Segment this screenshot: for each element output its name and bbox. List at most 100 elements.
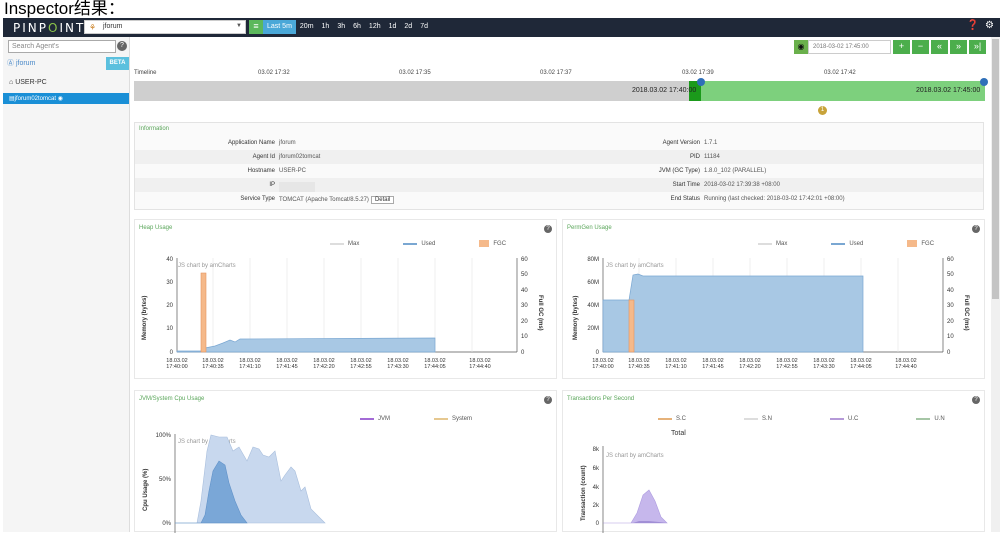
period-20m[interactable]: 20m — [295, 20, 318, 34]
application-select-value: jforum — [103, 23, 123, 30]
svg-text:17:43:30: 17:43:30 — [387, 364, 408, 370]
svg-text:18.03.02: 18.03.02 — [350, 358, 371, 364]
timeline-event-badge[interactable]: 1 — [818, 106, 827, 115]
period-6h[interactable]: 6h — [349, 20, 365, 34]
information-panel: Information Application Name jforum Agen… — [134, 122, 984, 210]
svg-text:17:44:40: 17:44:40 — [469, 364, 490, 370]
page-scrollbar[interactable] — [991, 37, 1000, 532]
svg-text:17:41:10: 17:41:10 — [665, 364, 686, 370]
svg-text:18.03.02: 18.03.02 — [739, 358, 760, 364]
detail-button[interactable]: Detail — [370, 196, 395, 204]
y-tick: 40M — [587, 303, 599, 309]
cpu-chart: JS chart by amCharts Cpu Usage (%) 100% … — [143, 433, 326, 533]
cpu-usage-panel: JVM/System Cpu Usage ? JVM System JS cha… — [134, 390, 557, 533]
timeline-handle-right[interactable] — [980, 78, 988, 86]
y-tick: 80M — [587, 257, 599, 263]
sidebar-app-label[interactable]: Ⓐ jforum — [7, 60, 36, 67]
heap-usage-title: Heap Usage — [139, 225, 173, 231]
sidebar-agent-item[interactable]: ▤jforum02tomcat ◉ — [3, 93, 129, 104]
help-icon[interactable]: ? — [544, 396, 552, 404]
timeline-tick: 03.02 17:37 — [540, 70, 572, 76]
legend-sn[interactable]: S.N — [744, 416, 772, 422]
rewind-button[interactable]: « — [931, 40, 948, 54]
legend-used[interactable]: Used — [831, 240, 863, 247]
search-agent-input[interactable]: Search Agent's — [8, 40, 116, 53]
legend-fgc[interactable]: FGC — [479, 240, 506, 247]
svg-text:17:40:35: 17:40:35 — [202, 364, 223, 370]
legend-sc[interactable]: S.C — [658, 416, 686, 422]
svg-text:17:40:00: 17:40:00 — [592, 364, 613, 370]
y-tick: 20 — [166, 303, 173, 309]
timeline-selection[interactable] — [689, 81, 985, 101]
y-tick: 60M — [587, 280, 599, 286]
legend-un[interactable]: U.N — [916, 416, 945, 422]
server-icon: ▤ — [9, 96, 15, 102]
legend-jvm[interactable]: JVM — [360, 416, 390, 422]
timeline-handle-left[interactable] — [697, 78, 705, 86]
latest-button[interactable]: »| — [969, 40, 986, 54]
y-tick: 0% — [162, 521, 171, 527]
y2-tick: 0 — [521, 350, 525, 356]
period-7d[interactable]: 7d — [416, 20, 432, 34]
legend-uc[interactable]: U.C — [830, 416, 858, 422]
pinpoint-logo[interactable]: PINPOINT — [13, 21, 86, 35]
period-3h[interactable]: 3h — [333, 20, 350, 34]
help-icon[interactable]: ? — [972, 396, 980, 404]
help-icon[interactable]: ❓ — [966, 20, 980, 31]
sidebar-host[interactable]: ⌂ USER-PC — [9, 79, 47, 86]
y-axis-label: Transaction (count) — [581, 465, 587, 521]
y-axis-label: Cpu Usage (%) — [143, 469, 149, 511]
cpu-usage-title: JVM/System Cpu Usage — [139, 396, 205, 402]
y2-tick: 40 — [947, 288, 954, 294]
target-icon[interactable]: ◉ — [794, 40, 808, 54]
permgen-used-area — [602, 273, 864, 353]
svg-text:17:41:10: 17:41:10 — [239, 364, 260, 370]
period-2d[interactable]: 2d — [400, 20, 417, 34]
y2-tick: 10 — [521, 334, 528, 340]
y-tick: 0 — [596, 521, 600, 527]
legend-system[interactable]: System — [434, 416, 472, 422]
y-tick: 20M — [587, 326, 599, 332]
help-icon[interactable]: ? — [544, 225, 552, 233]
application-select[interactable]: ⚘ jforum ▼ — [84, 20, 246, 34]
date-input[interactable]: 2018-03-02 17:45:00 — [808, 40, 891, 54]
svg-text:18.03.02: 18.03.02 — [628, 358, 649, 364]
svg-text:17:44:40: 17:44:40 — [895, 364, 916, 370]
y2-tick: 50 — [947, 272, 954, 278]
scrollbar-thumb[interactable] — [992, 39, 999, 299]
period-12h[interactable]: 12h — [364, 20, 385, 34]
jvm-cpu-area — [175, 460, 248, 524]
svg-text:18.03.02: 18.03.02 — [702, 358, 723, 364]
svg-text:18.03.02: 18.03.02 — [813, 358, 834, 364]
y2-tick: 20 — [947, 319, 954, 325]
menu-icon[interactable]: ≡ — [249, 20, 263, 34]
search-help-icon[interactable]: ? — [117, 41, 127, 51]
heap-legend: Max Used FGC — [330, 240, 506, 247]
y2-tick: 50 — [521, 272, 528, 278]
beta-badge[interactable]: BETA — [106, 57, 129, 70]
zoom-in-button[interactable]: + — [893, 40, 910, 54]
svg-text:18.03.02: 18.03.02 — [469, 358, 490, 364]
y-tick: 6k — [593, 466, 600, 472]
svg-text:17:41:45: 17:41:45 — [702, 364, 723, 370]
svg-text:17:42:20: 17:42:20 — [739, 364, 760, 370]
legend-fgc[interactable]: FGC — [907, 240, 934, 247]
svg-text:18.03.02: 18.03.02 — [592, 358, 613, 364]
y2-tick: 0 — [947, 350, 951, 356]
zoom-out-button[interactable]: − — [912, 40, 929, 54]
forward-button[interactable]: » — [950, 40, 967, 54]
period-1h[interactable]: 1h — [317, 20, 334, 34]
svg-text:18.03.02: 18.03.02 — [276, 358, 297, 364]
period-last-5m[interactable]: Last 5m — [263, 20, 296, 34]
svg-text:18.03.02: 18.03.02 — [166, 358, 187, 364]
y2-tick: 60 — [947, 257, 954, 263]
legend-max[interactable]: Max — [330, 240, 359, 247]
legend-used[interactable]: Used — [403, 240, 435, 247]
gear-icon[interactable]: ⚙ — [985, 20, 994, 31]
help-icon[interactable]: ? — [972, 225, 980, 233]
y-axis-label: Memory (bytes) — [142, 296, 148, 340]
period-1d[interactable]: 1d — [384, 20, 401, 34]
legend-max[interactable]: Max — [758, 240, 787, 247]
svg-text:17:43:30: 17:43:30 — [813, 364, 834, 370]
system-cpu-area — [175, 434, 326, 524]
